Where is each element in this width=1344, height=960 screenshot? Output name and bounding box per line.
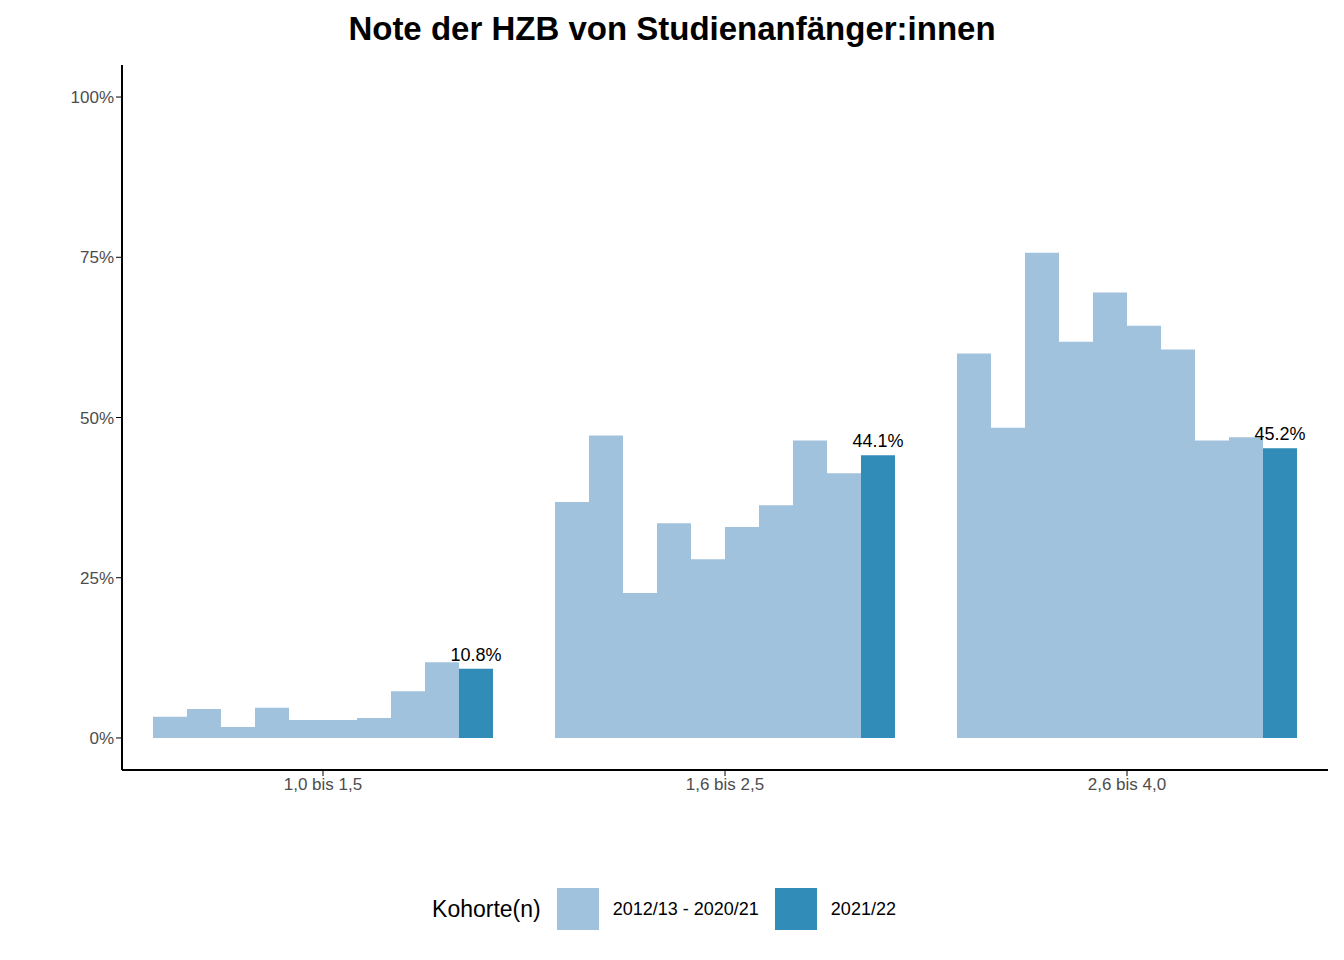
svg-text:45.2%: 45.2%: [1254, 424, 1305, 444]
svg-text:75%: 75%: [80, 248, 114, 267]
svg-text:1,6 bis 2,5: 1,6 bis 2,5: [686, 775, 764, 794]
svg-text:0%: 0%: [89, 729, 114, 748]
svg-text:25%: 25%: [80, 569, 114, 588]
html-text:Note der HZB von Studienanfäng: Note der HZB von Studienanfänger:innen: [348, 10, 996, 47]
svg-text:100%: 100%: [71, 88, 114, 107]
html-text:Kohorte(n): Kohorte(n): [432, 895, 541, 922]
svg-text:10.8%: 10.8%: [450, 645, 501, 665]
svg-text:2,6 bis 4,0: 2,6 bis 4,0: [1088, 775, 1166, 794]
svg-text:1,0 bis 1,5: 1,0 bis 1,5: [284, 775, 362, 794]
html-text:2012/13 - 2020/21: 2012/13 - 2020/21: [612, 898, 759, 919]
svg-text:50%: 50%: [80, 409, 114, 428]
svg-text:44.1%: 44.1%: [852, 431, 903, 451]
html-text:2021/22: 2021/22: [830, 898, 896, 919]
